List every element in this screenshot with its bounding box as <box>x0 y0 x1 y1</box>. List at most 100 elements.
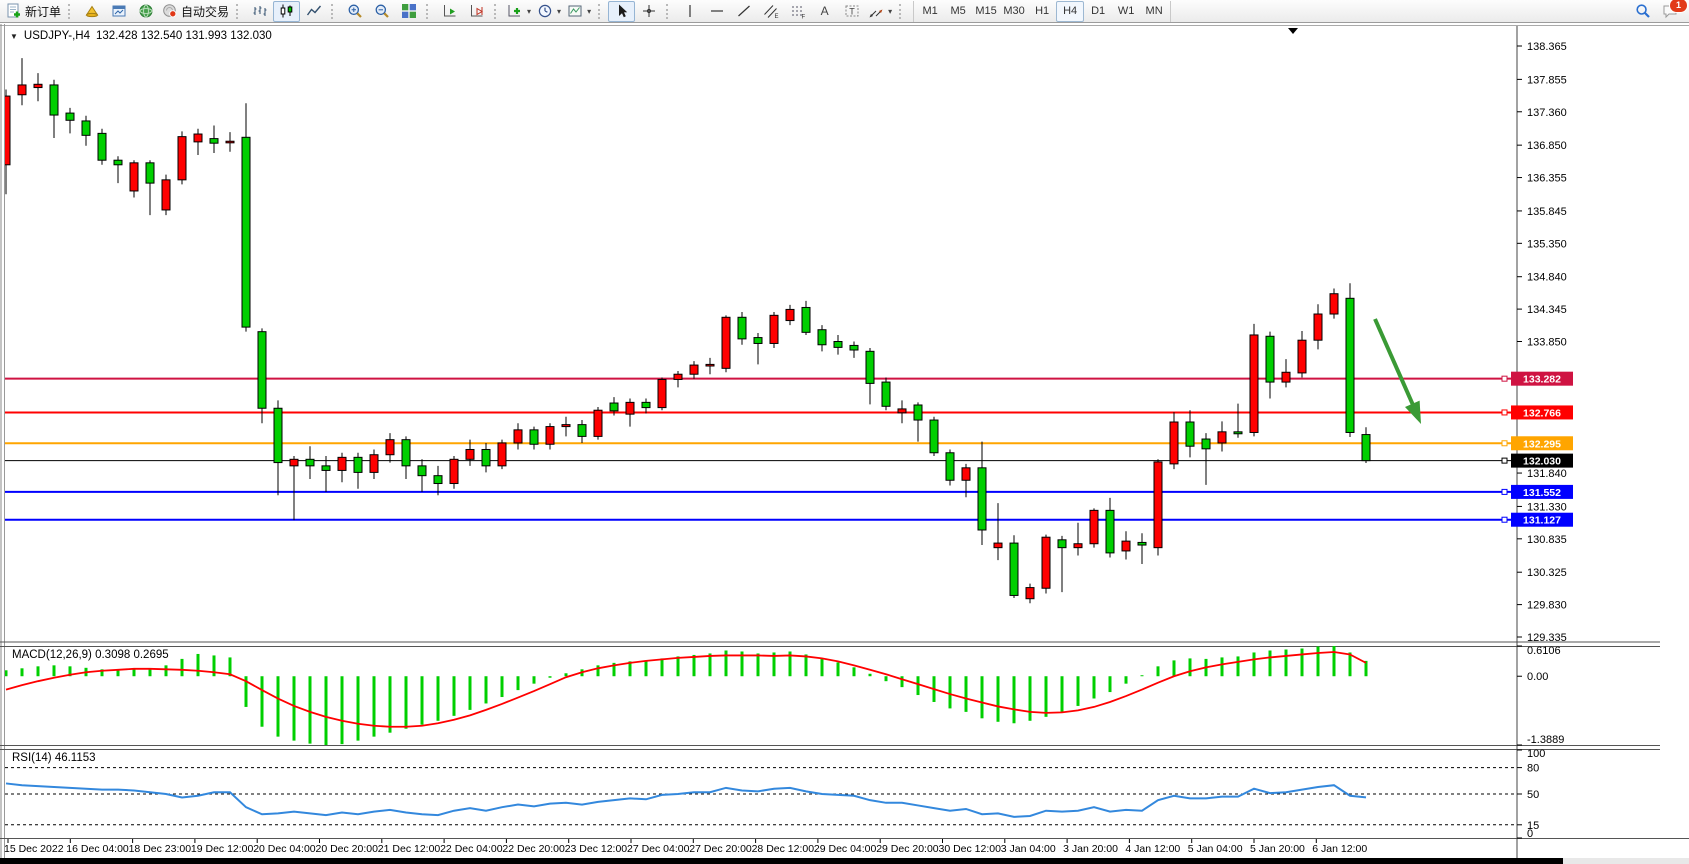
chat-button[interactable]: 1 <box>1656 0 1688 22</box>
symbol-dropdown-icon[interactable]: ▼ <box>10 31 18 41</box>
price-tick-label: 134.345 <box>1527 304 1567 316</box>
candlestick-chart-button[interactable] <box>273 0 301 22</box>
timeframe-button-W1[interactable]: W1 <box>1117 5 1135 17</box>
trendline-button[interactable] <box>730 1 757 22</box>
price-badge-label: 132.766 <box>1523 407 1561 419</box>
time-tick-label: 6 Jan 12:00 <box>1312 843 1367 855</box>
time-tick-label: 16 Dec 04:00 <box>66 843 129 855</box>
trend-arrow-annotation[interactable] <box>1373 318 1421 424</box>
toolbar-grip <box>331 3 336 19</box>
horizontal-line-button[interactable] <box>703 1 730 22</box>
svg-text:T: T <box>849 7 855 17</box>
zoom-out-button[interactable] <box>368 1 395 22</box>
text-tool-glyph: A <box>820 4 829 18</box>
price-badge-label: 133.282 <box>1523 374 1561 386</box>
community-button[interactable] <box>132 1 159 22</box>
metaeditor-icon <box>84 3 100 19</box>
dropdown-caret-icon: ▾ <box>587 6 592 16</box>
channel-button[interactable]: E <box>757 1 784 22</box>
time-axis[interactable]: 15 Dec 2022 16 Dec 04:00 18 Dec 23:00 19 De… <box>4 839 1367 855</box>
ohlc-readout: 132.428 132.540 131.993 132.030 <box>95 30 272 42</box>
price-tick-label: 130.835 <box>1527 534 1567 546</box>
indicators-button[interactable]: ▾ <box>504 1 534 22</box>
price-axis[interactable]: 138.365 137.855 137.360 136.850 136.355 135.8… <box>1511 41 1573 644</box>
timeframe-button-MN[interactable]: MN <box>1145 5 1163 17</box>
toolbar-grip <box>666 3 671 19</box>
terminal-button[interactable] <box>105 1 132 22</box>
timeframe-button-H1[interactable]: H1 <box>1035 5 1050 17</box>
toolbar-grip <box>426 3 431 19</box>
time-tick-label: 4 Jan 12:00 <box>1125 843 1180 855</box>
rsi-axis-label: 50 <box>1527 789 1539 801</box>
text-button[interactable]: A <box>811 1 838 22</box>
timeframe-button-M30[interactable]: M30 <box>1003 5 1025 17</box>
fibonacci-icon: F <box>790 3 806 19</box>
line-chart-icon <box>306 3 322 19</box>
timeframe-button-H4[interactable]: H4 <box>1056 0 1085 22</box>
price-tick-label: 131.330 <box>1527 501 1567 513</box>
timeframe-button-D1[interactable]: D1 <box>1091 5 1106 17</box>
candlestick-chart-icon <box>279 3 295 19</box>
vertical-line-button[interactable] <box>676 1 703 22</box>
templates-button[interactable]: ▾ <box>564 1 594 22</box>
line-chart-button[interactable] <box>300 1 327 22</box>
horizontal-level-lines[interactable] <box>5 375 1517 523</box>
time-tick-label: 18 Dec 23:00 <box>129 843 192 855</box>
price-badge-label: 131.127 <box>1523 515 1561 527</box>
dropdown-caret-icon: ▾ <box>557 6 562 16</box>
macd-axis-label: 0.6106 <box>1527 645 1561 657</box>
candlestick-series[interactable] <box>2 58 1371 604</box>
fibonacci-button[interactable]: F <box>784 1 811 22</box>
tile-windows-icon <box>401 3 417 19</box>
time-tick-label: 20 Dec 04:00 <box>253 843 316 855</box>
time-tick-label: 22 Dec 04:00 <box>440 843 503 855</box>
text-label-button[interactable]: T <box>838 1 865 22</box>
cursor-button[interactable] <box>608 0 636 22</box>
time-tick-label: 19 Dec 12:00 <box>191 843 254 855</box>
timeframe-button-M1[interactable]: M1 <box>922 5 938 17</box>
tile-windows-button[interactable] <box>395 1 422 22</box>
trendline-icon <box>736 3 752 19</box>
periods-button[interactable]: ▾ <box>534 1 564 22</box>
price-badge-label: 132.295 <box>1523 438 1561 450</box>
toolbar-grip <box>899 3 904 19</box>
chart-shift-marker <box>1288 28 1298 34</box>
macd-signal-line <box>5 651 1367 728</box>
vertical-line-icon <box>682 3 698 19</box>
new-order-button[interactable]: 新订单 <box>3 1 64 22</box>
price-tick-label: 137.360 <box>1527 107 1567 119</box>
price-badge-label: 131.552 <box>1523 487 1561 499</box>
rsi-axis-label: 0 <box>1527 828 1533 840</box>
svg-text:E: E <box>774 14 778 19</box>
auto-trading-button[interactable]: 自动交易 <box>159 1 232 22</box>
auto-trading-label: 自动交易 <box>181 4 230 19</box>
text-label-icon: T <box>844 3 860 19</box>
bar-chart-button[interactable] <box>246 1 273 22</box>
search-button[interactable] <box>1629 1 1656 22</box>
price-tick-label: 135.350 <box>1527 238 1567 250</box>
macd-axis-label: -1.3889 <box>1527 734 1564 746</box>
price-tick-label: 136.850 <box>1527 140 1567 152</box>
price-badge <box>1511 484 1573 499</box>
zoom-in-button[interactable] <box>341 1 368 22</box>
chart-shift-button[interactable] <box>463 1 490 22</box>
auto-scroll-button[interactable] <box>436 1 463 22</box>
price-tick-label: 135.845 <box>1527 206 1567 218</box>
crosshair-button[interactable] <box>635 1 662 22</box>
time-tick-label: 5 Jan 04:00 <box>1188 843 1243 855</box>
time-tick-label: 27 Dec 20:00 <box>689 843 752 855</box>
zoom-in-icon <box>347 3 363 19</box>
price-tick-label: 138.365 <box>1527 41 1567 53</box>
metaeditor-button[interactable] <box>78 1 105 22</box>
price-tick-label: 129.335 <box>1527 632 1567 644</box>
time-tick-label: 3 Jan 20:00 <box>1063 843 1118 855</box>
rsi-axis-label: 15 <box>1527 820 1539 832</box>
template-icon <box>567 3 583 19</box>
bar-chart-icon <box>252 3 268 19</box>
timeframe-button-M15[interactable]: M15 <box>975 5 997 17</box>
timeframe-button-M5[interactable]: M5 <box>950 5 966 17</box>
dropdown-caret-icon: ▾ <box>527 6 532 16</box>
arrows-button[interactable]: ▾ <box>865 1 895 22</box>
rsi-line <box>5 782 1367 818</box>
